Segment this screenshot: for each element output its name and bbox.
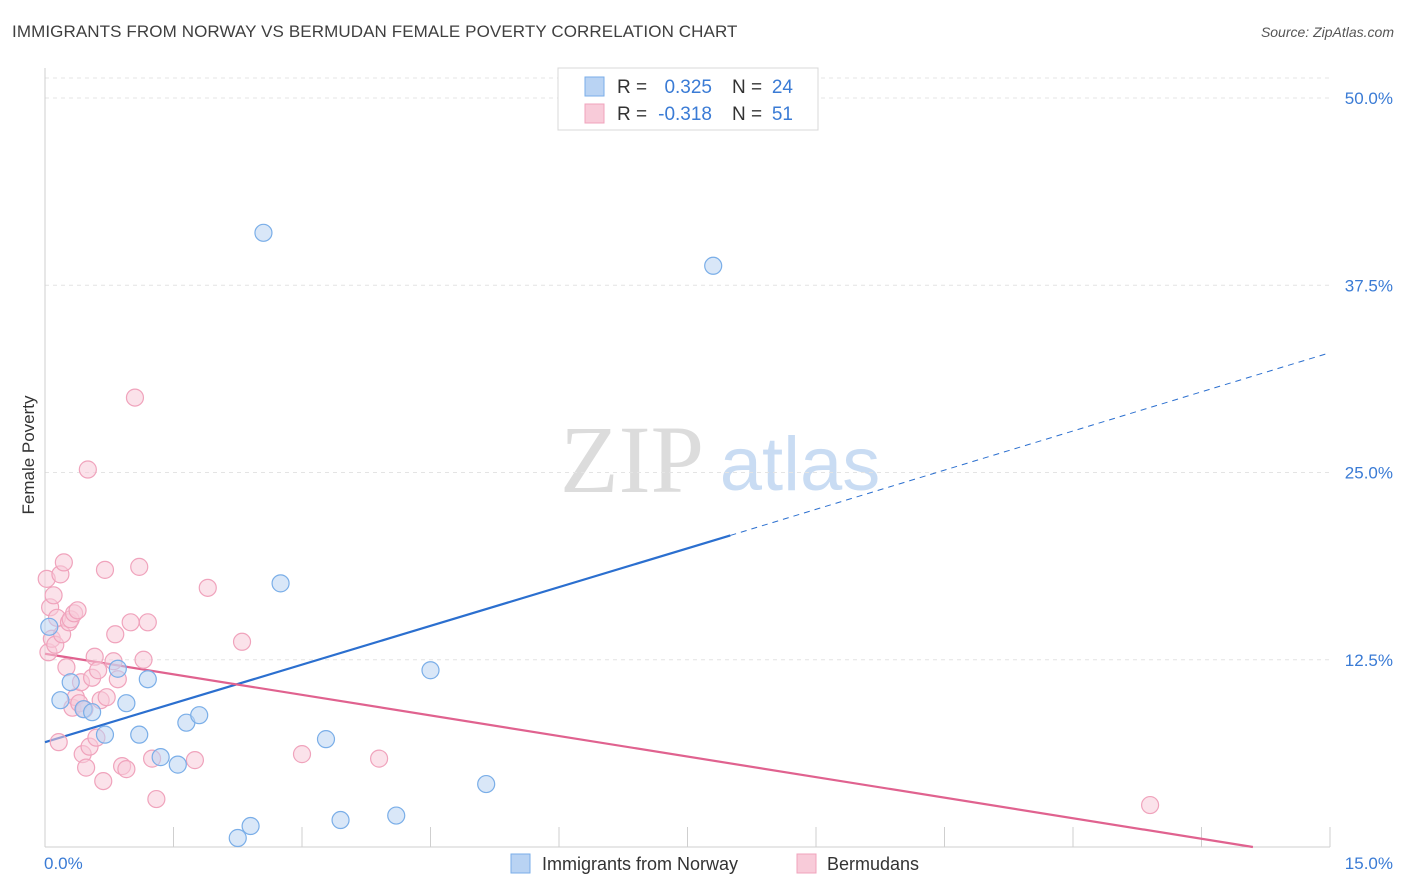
point-norway (241, 816, 260, 836)
point-norway (421, 661, 440, 680)
series-legend-swatch-norway (510, 853, 531, 874)
point-norway (130, 725, 149, 744)
point-bermudans (68, 601, 87, 620)
point-norway (168, 755, 187, 774)
point-norway (271, 574, 290, 593)
legend-r-label-2: R = (617, 104, 647, 125)
point-norway (316, 730, 336, 749)
point-norway (40, 617, 59, 636)
trend-line-bermudans (44, 652, 1254, 849)
point-bermudans (370, 749, 389, 768)
trend-lines (44, 352, 1331, 849)
point-bermudans (147, 789, 166, 809)
point-bermudans (44, 586, 63, 605)
point-norway (95, 725, 115, 744)
point-norway (51, 691, 70, 710)
point-bermudans (185, 751, 205, 770)
point-bermudans (121, 613, 140, 632)
y-axis-label: Female Poverty (19, 395, 38, 515)
point-norway (108, 659, 127, 678)
legend-n-value-2: 51 (772, 104, 793, 125)
legend-r-label-1: R = (617, 77, 647, 98)
point-bermudans (117, 760, 136, 779)
x-tick-label-min: 0.0% (44, 854, 83, 873)
point-norway (151, 748, 170, 767)
point-norway (331, 810, 350, 830)
point-norway (117, 694, 136, 713)
point-bermudans (1140, 795, 1160, 815)
point-norway (61, 673, 80, 692)
y-tick-label: 37.5% (1345, 276, 1393, 295)
chart-source: Source: ZipAtlas.com (1260, 24, 1394, 40)
point-bermudans (54, 553, 73, 572)
data-points (37, 223, 1160, 848)
point-norway (387, 806, 406, 825)
point-bermudans (78, 460, 97, 479)
chart-title: IMMIGRANTS FROM NORWAY VS BERMUDAN FEMAL… (12, 22, 738, 41)
legend-n-value-1: 24 (772, 77, 794, 98)
legend-n-label-1: N = (732, 77, 762, 98)
watermark-atlas: atlas (720, 422, 881, 507)
trend-line-norway (44, 534, 731, 744)
series-legend-label-norway: Immigrants from Norway (542, 854, 738, 874)
point-bermudans (198, 578, 217, 597)
point-bermudans (138, 613, 157, 632)
point-bermudans (292, 745, 312, 764)
series-legend-label-bermudans: Bermudans (827, 854, 919, 874)
point-norway (477, 774, 496, 794)
series-legend-swatch-bermudans (796, 853, 817, 874)
point-bermudans (94, 771, 113, 791)
point-norway (190, 706, 209, 725)
y-tick-label: 50.0% (1345, 89, 1393, 108)
stats-legend: R = 0.325 N = 24 R = -0.318 N = 51 (557, 67, 819, 131)
point-bermudans (97, 688, 116, 707)
series-legend: Immigrants from Norway Bermudans (510, 853, 919, 874)
point-bermudans (49, 733, 68, 752)
point-bermudans (57, 658, 76, 677)
legend-swatch-norway (584, 76, 605, 97)
point-norway (138, 670, 157, 689)
point-norway (228, 828, 247, 848)
point-bermudans (125, 388, 145, 407)
point-bermudans (232, 632, 252, 651)
point-norway (83, 703, 102, 722)
point-bermudans (95, 560, 115, 579)
point-bermudans (130, 557, 149, 576)
gridlines: 12.5% 25.0% 37.5% 50.0% (45, 77, 1393, 670)
legend-swatch-bermudans (584, 103, 605, 124)
legend-n-label-2: N = (732, 104, 762, 125)
axes (44, 68, 1331, 848)
point-bermudans (134, 650, 153, 669)
point-bermudans (89, 661, 108, 680)
y-tick-label: 12.5% (1345, 651, 1393, 670)
point-norway (704, 256, 723, 275)
trend-line-extension-norway (730, 352, 1331, 536)
point-bermudans (77, 758, 96, 777)
point-bermudans (106, 625, 125, 644)
legend-r-value-2: -0.318 (658, 104, 712, 125)
y-tick-label: 25.0% (1345, 464, 1393, 483)
point-norway (254, 223, 273, 242)
x-tick-label-max: 15.0% (1345, 854, 1393, 873)
watermark-zip: ZIP (560, 406, 704, 513)
legend-r-value-1: 0.325 (664, 77, 712, 98)
